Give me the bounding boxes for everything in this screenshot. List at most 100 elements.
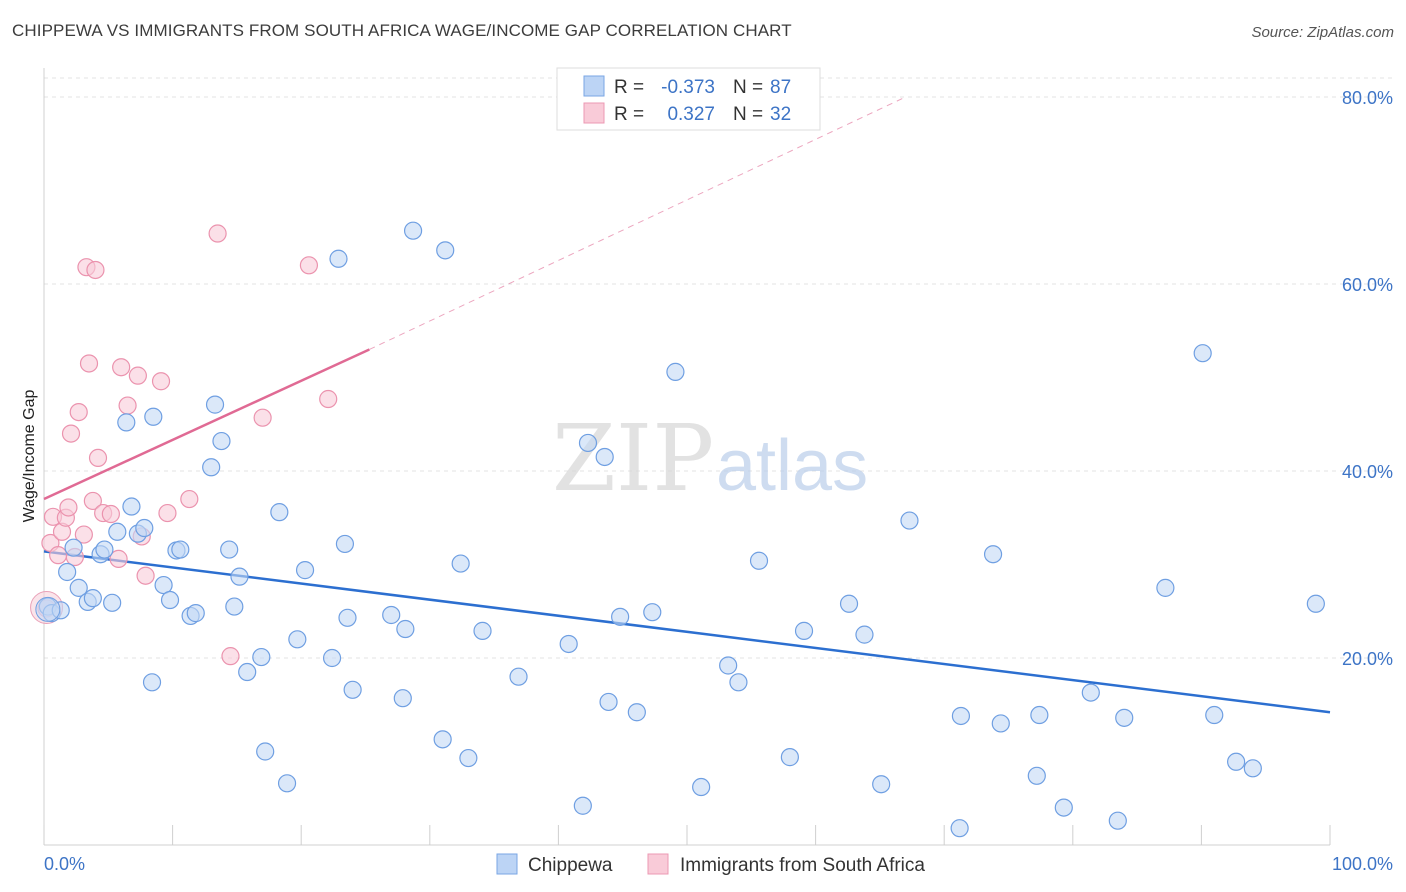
point-chippewa-68 [855, 625, 874, 644]
point-chippewa-16 [142, 673, 162, 692]
trendline-immigrants-solid [43, 348, 370, 501]
point-chippewa-84 [1227, 752, 1246, 771]
trendline-immigrants-dashed [369, 96, 906, 350]
point-immigrants-14 [86, 260, 105, 280]
point-chippewa-28 [225, 597, 244, 616]
source-label: Source: ZipAtlas.com [1251, 24, 1394, 41]
legend-r-value-2: 0.327 [667, 104, 715, 125]
point-immigrants-30 [299, 256, 319, 275]
point-immigrants-24 [151, 372, 171, 391]
point-immigrants-18 [109, 549, 128, 568]
point-chippewa-11 [108, 522, 127, 541]
point-chippewa-3 [58, 562, 77, 582]
point-chippewa-21 [171, 540, 190, 559]
point-chippewa-85 [1243, 759, 1262, 778]
point-chippewa-43 [393, 689, 412, 708]
point-chippewa-79 [1108, 811, 1127, 830]
point-chippewa-45 [403, 221, 423, 240]
legend-r-label-2: R = [614, 104, 644, 125]
point-chippewa-54 [578, 433, 598, 453]
series-chippewa-points [35, 221, 1325, 838]
point-chippewa-12 [117, 413, 136, 432]
point-chippewa-75 [1027, 766, 1046, 785]
page-title: CHIPPEWA VS IMMIGRANTS FROM SOUTH AFRICA… [12, 21, 792, 40]
y-axis-title: Wage/Income Gap [21, 390, 38, 523]
point-chippewa-31 [252, 647, 271, 667]
legend-r-value-1: -0.373 [661, 77, 715, 98]
point-chippewa-42 [382, 605, 401, 625]
point-chippewa-29 [230, 567, 249, 586]
point-chippewa-61 [692, 777, 711, 797]
y-tick-labels: 20.0% 40.0% 60.0% 80.0% [1342, 88, 1393, 669]
point-immigrants-12 [79, 354, 99, 373]
point-chippewa-62 [719, 656, 738, 675]
point-chippewa-36 [295, 561, 315, 580]
point-immigrants-26 [180, 489, 199, 509]
point-immigrants-15 [88, 448, 108, 468]
point-chippewa-81 [1156, 578, 1175, 597]
legend-n-label-1: N = [733, 77, 763, 98]
legend-swatch-immigrants [583, 102, 605, 124]
legend-n-label-2: N = [733, 104, 763, 125]
point-chippewa-cluster [35, 596, 61, 622]
point-immigrants-28 [221, 647, 240, 666]
point-chippewa-50 [473, 621, 492, 640]
point-chippewa-13 [122, 497, 141, 516]
point-chippewa-65 [780, 748, 799, 767]
point-immigrants-21 [128, 366, 147, 385]
y-tick-label-40: 40.0% [1342, 462, 1393, 482]
point-chippewa-46 [433, 730, 452, 749]
trendlines [43, 96, 1331, 714]
watermark: ZIP atlas [552, 405, 868, 512]
point-chippewa-27 [220, 540, 239, 559]
bottom-legend-swatch-immigrants [647, 853, 669, 875]
point-chippewa-7 [83, 589, 102, 608]
point-immigrants-31 [319, 389, 338, 409]
point-chippewa-40 [338, 608, 357, 627]
point-chippewa-67 [839, 594, 859, 613]
point-chippewa-71 [950, 819, 969, 838]
point-chippewa-56 [599, 692, 618, 712]
point-chippewa-59 [643, 603, 662, 622]
point-chippewa-39 [335, 534, 355, 554]
point-chippewa-38 [329, 249, 348, 268]
watermark-atlas: atlas [716, 426, 868, 506]
series-immigrants-points [30, 224, 338, 666]
point-chippewa-34 [277, 774, 297, 793]
x-tick-labels: 0.0% 100.0% [44, 854, 1393, 874]
watermark-zip: ZIP [552, 405, 714, 512]
point-chippewa-57 [611, 607, 630, 626]
point-immigrants-20 [118, 396, 137, 415]
point-chippewa-10 [103, 593, 122, 612]
point-chippewa-69 [872, 775, 891, 794]
point-immigrants-17 [101, 504, 120, 524]
point-chippewa-26 [212, 431, 231, 451]
point-immigrants-10 [74, 525, 93, 544]
point-chippewa-18 [154, 575, 173, 595]
point-chippewa-58 [627, 703, 646, 722]
stats-legend: R = -0.373 N = 87 R = 0.327 N = 32 [556, 67, 821, 131]
point-chippewa-82 [1193, 344, 1212, 363]
point-chippewa-86 [1306, 594, 1325, 613]
y-tick-label-80: 80.0% [1342, 88, 1393, 108]
point-chippewa-48 [451, 554, 470, 573]
point-chippewa-52 [559, 634, 578, 654]
point-chippewa-74 [991, 714, 1010, 733]
point-chippewa-51 [509, 667, 528, 686]
point-chippewa-53 [573, 796, 592, 815]
point-chippewa-55 [595, 447, 614, 467]
point-chippewa-24 [202, 458, 221, 477]
point-chippewa-37 [322, 648, 342, 668]
point-immigrants-7 [61, 424, 81, 443]
point-immigrants-9 [69, 402, 88, 422]
point-chippewa-15 [135, 518, 154, 538]
bottom-legend-label-immigrants: Immigrants from South Africa [680, 855, 925, 876]
point-immigrants-19 [112, 358, 131, 377]
point-chippewa-4 [64, 538, 83, 557]
point-chippewa-47 [436, 241, 455, 260]
x-ticks [43, 825, 1331, 845]
legend-r-label-1: R = [614, 77, 644, 98]
point-immigrants-25 [158, 503, 177, 523]
point-chippewa-32 [256, 742, 275, 761]
